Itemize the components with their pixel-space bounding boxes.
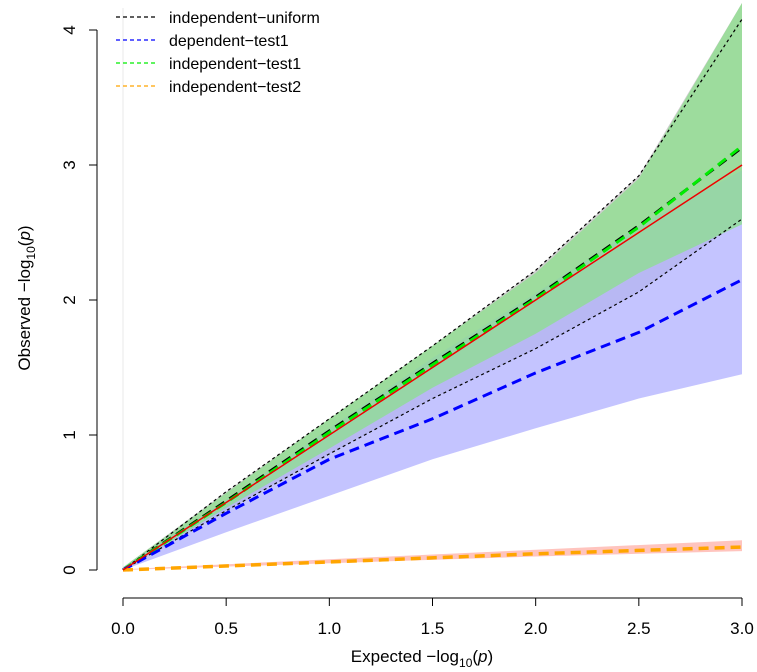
axes: 0.0 0.5 1.0 1.5 2.0 2.5 3.0 0 1 2 3 4: [60, 25, 754, 638]
y-axis-title-close: ): [15, 225, 34, 231]
y-tick-label: 3: [60, 160, 79, 169]
x-tick-label: 1.5: [421, 619, 445, 638]
series-lines: [122, 18, 743, 572]
y-tick-label: 2: [60, 295, 79, 304]
x-tick-label: 0.0: [111, 619, 135, 638]
x-axis-title-prefix: Expected −log: [351, 647, 459, 666]
confidence-bands: [123, 3, 742, 570]
series-line-4: [122, 278, 743, 572]
y-axis-title-open: (: [15, 240, 34, 246]
series-line-3: [122, 144, 743, 572]
y-axis-title-variable: p: [15, 231, 34, 241]
x-axis-title-close: ): [488, 647, 494, 666]
x-tick-label: 3.0: [730, 619, 754, 638]
y-tick-label: 1: [60, 430, 79, 439]
series-line-5: [122, 545, 743, 572]
legend-label: dependent−test1: [169, 33, 289, 50]
x-tick-label: 1.0: [318, 619, 342, 638]
series-line-0: [122, 18, 743, 571]
x-tick-label: 2.0: [524, 619, 548, 638]
legend-label: independent−test1: [169, 56, 301, 73]
y-tick-label: 0: [60, 565, 79, 574]
legend-label: independent−test2: [169, 79, 301, 96]
x-axis-title-open: (: [472, 647, 478, 666]
x-tick-label: 0.5: [214, 619, 238, 638]
x-axis-title-variable: p: [477, 647, 487, 666]
y-axis-title-prefix: Observed −log: [15, 260, 34, 371]
y-axis-title: Observed −log10(p): [15, 225, 38, 370]
x-axis-title: Expected −log10(p): [351, 647, 493, 670]
legend: independent−uniform dependent−test1 indepe…: [116, 10, 320, 96]
x-tick-label: 2.5: [627, 619, 651, 638]
y-tick-label: 4: [60, 25, 79, 34]
x-axis-title-subscript: 10: [459, 656, 473, 670]
band-independent-test2: [123, 540, 742, 570]
y-axis-title-subscript: 10: [24, 246, 38, 260]
series-line-6: [122, 164, 743, 571]
legend-label: independent−uniform: [169, 10, 320, 27]
